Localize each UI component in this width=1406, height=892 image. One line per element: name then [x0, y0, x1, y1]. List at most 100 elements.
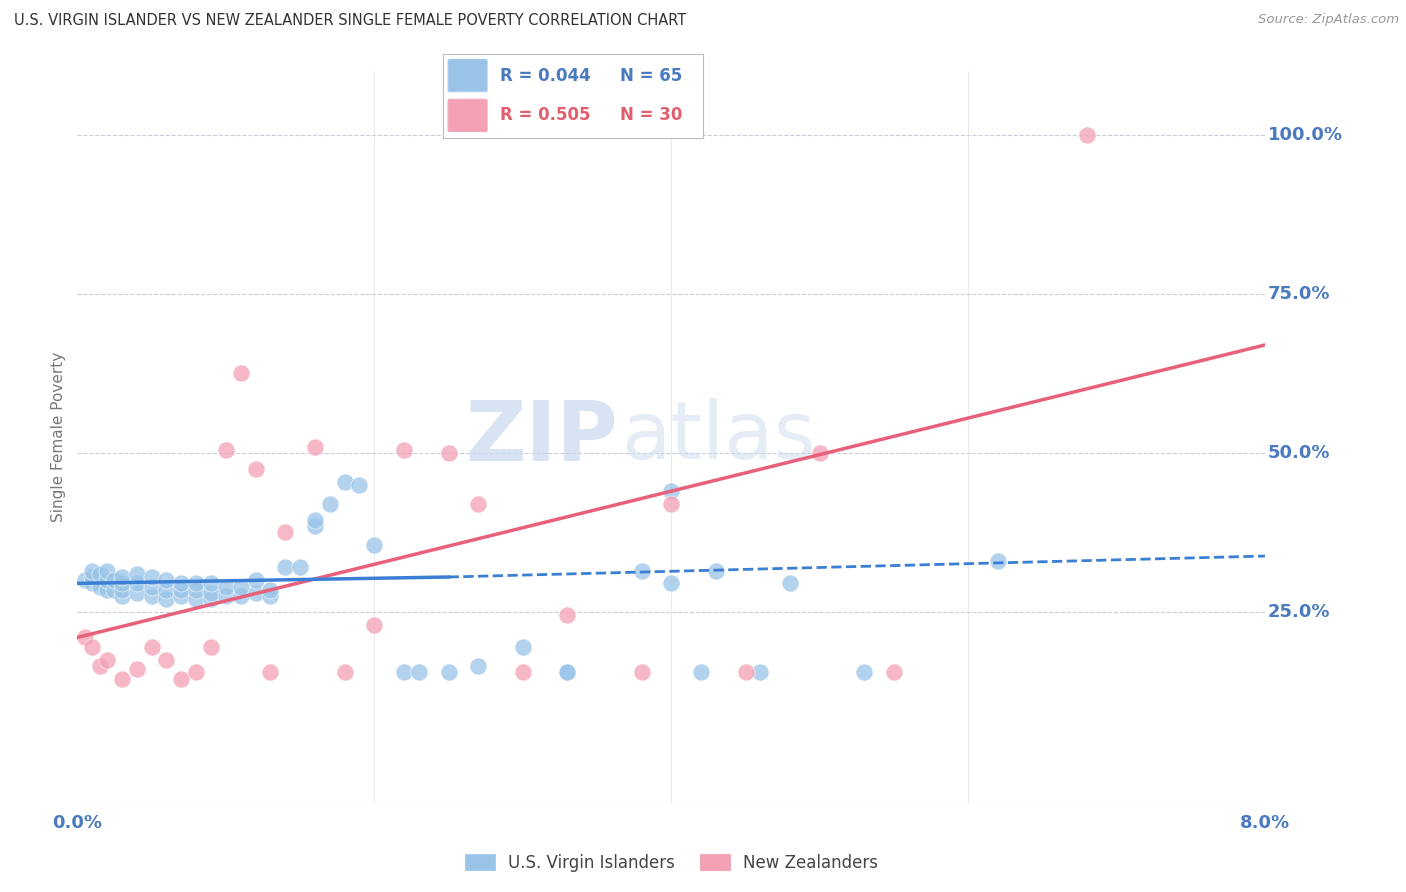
Point — [215, 589, 238, 603]
Point — [512, 640, 534, 654]
Point — [259, 665, 281, 680]
Point — [89, 580, 111, 594]
Text: R = 0.505: R = 0.505 — [501, 106, 591, 124]
Point — [363, 617, 385, 632]
Point — [557, 665, 579, 680]
Point — [259, 582, 281, 597]
Point — [661, 497, 683, 511]
Point — [408, 665, 430, 680]
Point — [245, 586, 267, 600]
Point — [200, 576, 222, 591]
Point — [229, 580, 252, 594]
Point — [200, 592, 222, 607]
Point — [125, 586, 148, 600]
Point — [333, 665, 356, 680]
Point — [82, 564, 104, 578]
Point — [186, 665, 208, 680]
Point — [103, 582, 125, 597]
Point — [229, 367, 252, 381]
Point — [304, 519, 326, 533]
Point — [883, 665, 905, 680]
Point — [200, 640, 222, 654]
Point — [557, 665, 579, 680]
Text: atlas: atlas — [621, 398, 815, 476]
Point — [288, 560, 311, 574]
Point — [111, 582, 134, 597]
FancyBboxPatch shape — [449, 99, 486, 131]
Point — [661, 576, 683, 591]
Point — [349, 477, 371, 491]
Point — [274, 560, 297, 574]
Point — [155, 653, 177, 667]
Point — [155, 582, 177, 597]
Point — [630, 665, 652, 680]
Text: 50.0%: 50.0% — [1268, 444, 1330, 462]
Point — [200, 586, 222, 600]
Point — [363, 538, 385, 552]
Point — [333, 475, 356, 489]
Point — [111, 589, 134, 603]
Point — [111, 570, 134, 584]
Point — [170, 589, 193, 603]
Point — [630, 564, 652, 578]
Point — [304, 513, 326, 527]
Point — [73, 631, 96, 645]
Point — [82, 640, 104, 654]
Point — [96, 653, 118, 667]
Point — [82, 576, 104, 591]
Text: R = 0.044: R = 0.044 — [501, 67, 591, 85]
Point — [987, 554, 1010, 568]
Point — [274, 525, 297, 540]
Point — [111, 672, 134, 686]
Point — [186, 592, 208, 607]
Point — [229, 589, 252, 603]
Point — [749, 665, 772, 680]
Point — [392, 665, 415, 680]
FancyBboxPatch shape — [449, 60, 486, 92]
Point — [170, 582, 193, 597]
Point — [155, 573, 177, 587]
Text: 25.0%: 25.0% — [1268, 603, 1330, 621]
Point — [661, 484, 683, 499]
Point — [808, 446, 831, 460]
Point — [437, 446, 460, 460]
Point — [186, 576, 208, 591]
Point — [304, 440, 326, 454]
Point — [96, 564, 118, 578]
Point — [111, 576, 134, 591]
Point — [170, 576, 193, 591]
Point — [467, 659, 489, 673]
Point — [96, 582, 118, 597]
Point — [155, 592, 177, 607]
Text: 100.0%: 100.0% — [1268, 126, 1343, 144]
Y-axis label: Single Female Poverty: Single Female Poverty — [51, 352, 66, 522]
Point — [245, 573, 267, 587]
Point — [103, 573, 125, 587]
Text: ZIP: ZIP — [465, 397, 617, 477]
Text: N = 65: N = 65 — [620, 67, 682, 85]
Point — [557, 608, 579, 623]
Point — [704, 564, 727, 578]
Point — [215, 442, 238, 457]
Point — [319, 497, 342, 511]
Point — [853, 665, 876, 680]
Point — [73, 573, 96, 587]
Point — [89, 566, 111, 581]
Point — [89, 659, 111, 673]
Point — [467, 497, 489, 511]
Point — [141, 570, 163, 584]
Point — [141, 640, 163, 654]
Point — [215, 580, 238, 594]
Point — [125, 576, 148, 591]
Point — [125, 566, 148, 581]
Point — [259, 589, 281, 603]
Point — [245, 462, 267, 476]
Text: U.S. VIRGIN ISLANDER VS NEW ZEALANDER SINGLE FEMALE POVERTY CORRELATION CHART: U.S. VIRGIN ISLANDER VS NEW ZEALANDER SI… — [14, 13, 686, 29]
Point — [437, 665, 460, 680]
Point — [96, 573, 118, 587]
Point — [170, 672, 193, 686]
Point — [82, 570, 104, 584]
Text: Source: ZipAtlas.com: Source: ZipAtlas.com — [1258, 13, 1399, 27]
Point — [186, 582, 208, 597]
Point — [734, 665, 756, 680]
